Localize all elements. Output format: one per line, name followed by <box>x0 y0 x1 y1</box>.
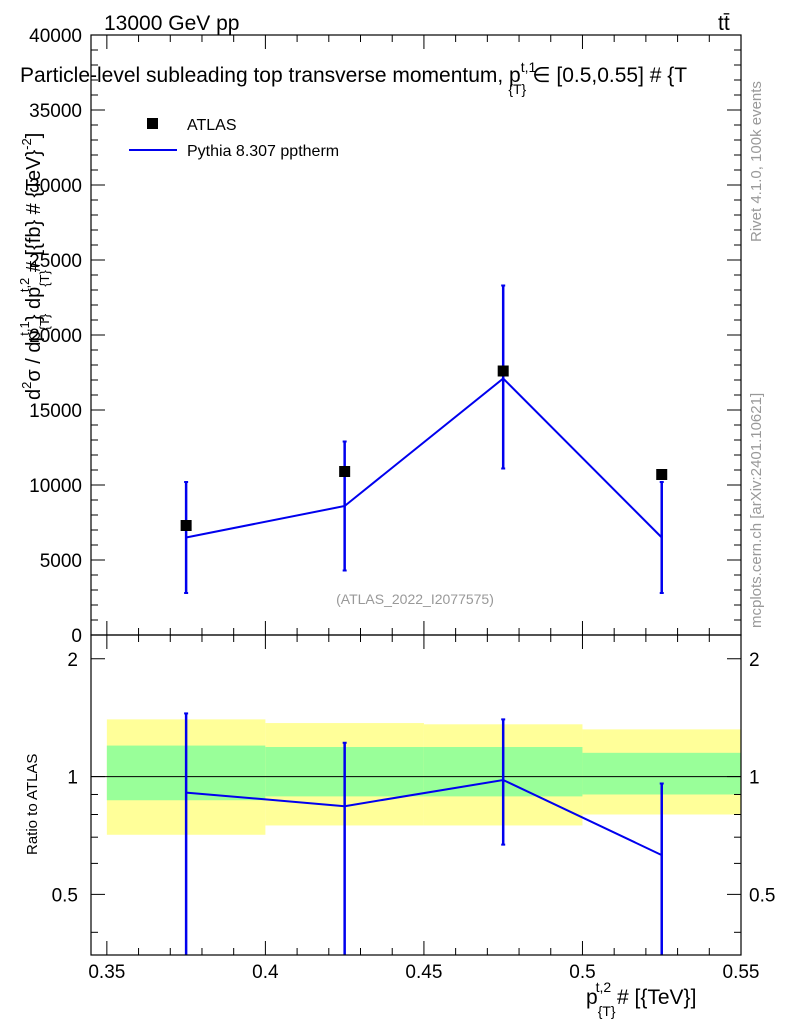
ratio-mc-line <box>186 778 663 857</box>
energy-label: 13000 GeV pp <box>104 12 239 35</box>
x-tick-label: 0.4 <box>252 962 279 983</box>
ratio-y-tick-label: 1 <box>67 768 78 789</box>
atlas-data-point <box>497 365 509 377</box>
main-y-tick-label: 30000 <box>29 176 82 197</box>
main-y-axis-label: d2σ / dp{T}t,1} dp{T}t,2 # [{fb} # {TeV}… <box>17 133 52 400</box>
ratio-y-tick-label-right: 0.5 <box>749 885 775 906</box>
plot-title-main: Particle-level subleading top transverse… <box>20 64 521 87</box>
main-y-tick-label: 10000 <box>29 476 82 497</box>
main-y-tick-label: 25000 <box>29 251 82 272</box>
atlas-data-point <box>656 469 668 480</box>
legend: ATLAS Pythia 8.307 pptherm <box>129 117 339 160</box>
ratio-y-tick-label-right: 2 <box>749 650 760 671</box>
ratio-frame <box>90 634 742 956</box>
atlas-data-point <box>339 466 351 477</box>
ratio-y-axis-label: Ratio to ATLAS <box>24 754 41 855</box>
x-axis-label: p{T}t,2 # [{TeV}] <box>586 979 696 1019</box>
legend-data-marker <box>147 118 158 129</box>
x-tick-label: 0.45 <box>405 962 442 983</box>
main-y-tick-label: 0 <box>71 626 82 647</box>
ratio-y-tick-label: 0.5 <box>52 885 78 906</box>
ratio-content <box>91 712 741 955</box>
legend-mc-label: Pythia 8.307 pptherm <box>187 143 339 160</box>
main-y-tick-label: 15000 <box>29 401 82 422</box>
ratio-bands <box>106 719 741 835</box>
plot-title-sup: t,1 <box>521 59 537 75</box>
legend-data-label: ATLAS <box>187 117 237 134</box>
x-tick-label: 0.5 <box>569 962 595 983</box>
main-y-tick-label: 20000 <box>29 326 82 347</box>
main-y-tick-label: 40000 <box>29 26 82 47</box>
mcplots-label: mcplots.cern.ch [arXiv:2401.10621] <box>748 393 765 628</box>
ratio-y-tick-label-right: 1 <box>749 768 760 789</box>
plot-title-range: ∈ [0.5,0.55] # {T <box>532 64 687 87</box>
rivet-label: Rivet 4.1.0, 100k events <box>748 81 765 242</box>
x-tick-label: 0.35 <box>88 962 125 983</box>
process-label: tt̄ <box>718 12 730 35</box>
x-tick-label: 0.55 <box>723 962 760 983</box>
plot-title: Particle-level subleading top transverse… <box>20 59 687 97</box>
plot-title-sub: {T} <box>508 81 526 97</box>
main-content <box>180 284 668 594</box>
analysis-watermark: (ATLAS_2022_I2077575) <box>336 591 494 607</box>
axis-ticks: 0.35 0.4 0.45 0.5 0.55 0 5000 10000 15000 20000 25… <box>29 26 775 983</box>
atlas-data-point <box>180 520 192 531</box>
main-y-tick-label: 5000 <box>40 551 82 572</box>
ratio-y-tick-label: 2 <box>67 650 78 671</box>
mc-line <box>185 377 663 539</box>
main-y-tick-label: 35000 <box>29 101 82 122</box>
